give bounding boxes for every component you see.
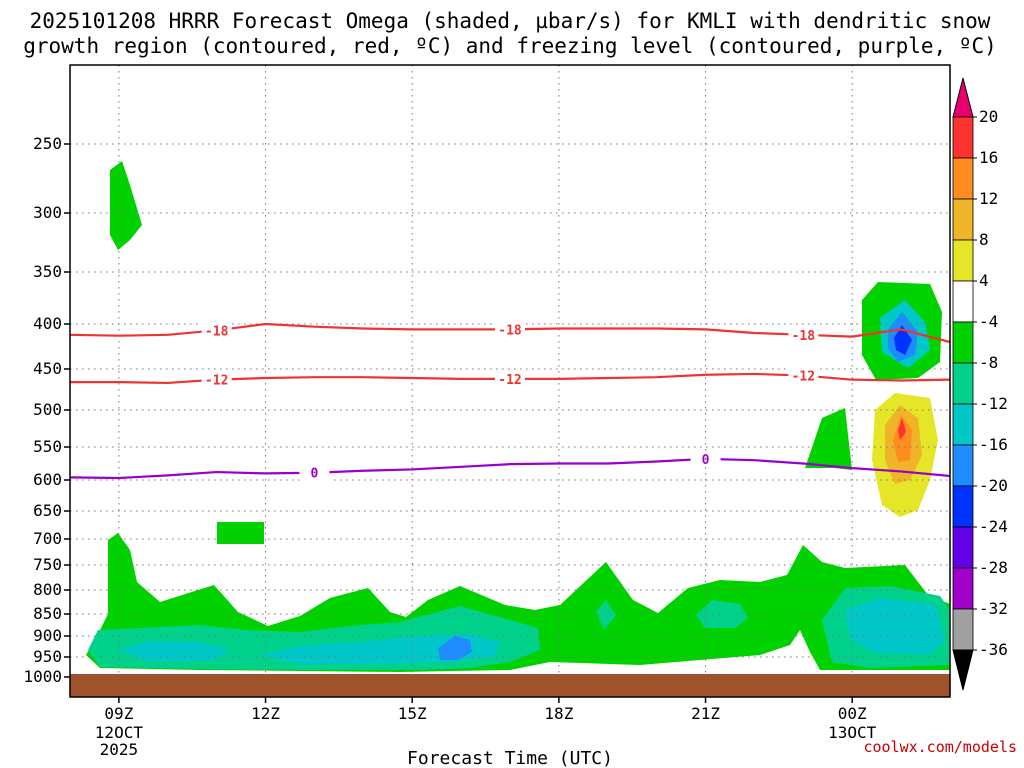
contour-label-bg--12 — [201, 371, 232, 388]
y-tick-label-800: 800 — [33, 580, 62, 599]
chart-title-line-2: growth region (contoured, red, ºC) and f… — [23, 34, 997, 58]
contour-label-bg-0 — [299, 464, 330, 481]
x-axis-label: Forecast Time (UTC) — [407, 748, 613, 768]
contour-label-bg--18 — [201, 322, 232, 339]
colorbar-label--20: -20 — [979, 476, 1008, 495]
colorbar-band-6 — [952, 362, 974, 405]
colorbar-label-16: 16 — [979, 148, 998, 167]
chart-title-line-1: 2025101208 HRRR Forecast Omega (shaded, … — [30, 9, 991, 33]
omega-shading — [86, 161, 950, 672]
y-tick-label-850: 850 — [33, 604, 62, 623]
x-tick-sublabel-2025: 2025 — [100, 740, 139, 759]
colorbar-label-4: 4 — [979, 271, 989, 290]
y-tick-label-600: 600 — [33, 470, 62, 489]
colorbar-label--4: -4 — [979, 312, 998, 331]
omega-low-level-mid-2 — [596, 600, 616, 630]
colorbar-band-5 — [952, 321, 974, 364]
colorbar: 20 16 12 8 4 -4 -8 -12 -16 -20 -24 -28 -32 -36 — [952, 77, 1008, 691]
y-tick-label-1000: 1000 — [23, 667, 62, 686]
x-tick-label-15Z: 15Z — [398, 704, 427, 723]
y-tick-label-350: 350 — [33, 262, 62, 281]
colorbar-band-12 — [952, 608, 974, 651]
colorbar-label--24: -24 — [979, 517, 1008, 536]
omega-rising-strong — [893, 415, 912, 462]
x-tick-sublabel-13OCT: 13OCT — [828, 723, 877, 742]
omega-region-upper — [110, 161, 142, 250]
colorbar-band-7 — [952, 403, 974, 446]
colorbar-band-9 — [952, 485, 974, 528]
contour-line-0 — [70, 457, 950, 480]
y-tick-label-700: 700 — [33, 529, 62, 548]
plot-frame — [69, 64, 951, 698]
x-tick-label-12Z: 12Z — [251, 704, 280, 723]
x-tick-sublabel-12OCT: 12OCT — [95, 723, 144, 742]
y-tick-label-550: 550 — [33, 437, 62, 456]
colorbar-label--16: -16 — [979, 435, 1008, 454]
y-tick-label-400: 400 — [33, 314, 62, 333]
omega-region-400-max — [894, 325, 912, 355]
colorbar-band-11 — [952, 567, 974, 610]
colorbar-band-8 — [952, 444, 974, 487]
y-tick-label-300: 300 — [33, 203, 62, 222]
contour-label-bg--18 — [788, 326, 819, 343]
colorbar-label--8: -8 — [979, 353, 998, 372]
x-tick-label-00Z: 00Z — [838, 704, 867, 723]
colorbar-band-0 — [952, 116, 974, 159]
y-tick-label-750: 750 — [33, 555, 62, 574]
omega-low-level-strong-3 — [845, 598, 945, 655]
colorbar-label-12: 12 — [979, 189, 998, 208]
contour-label--18: -18 — [792, 329, 816, 344]
contour-label-bg--12 — [495, 370, 525, 387]
colorbar-top-arrow — [952, 77, 974, 118]
y-tick-label-500: 500 — [33, 400, 62, 419]
y-tick-label-250: 250 — [33, 134, 62, 153]
colorbar-band-2 — [952, 198, 974, 241]
contour-label-bg--18 — [495, 321, 525, 338]
contour-label-0: 0 — [702, 453, 710, 468]
omega-low-level-mid-3 — [696, 600, 748, 628]
colorbar-label--12: -12 — [979, 394, 1008, 413]
colorbar-label--32: -32 — [979, 599, 1008, 618]
omega-region-mid — [805, 408, 852, 470]
contour-label-bg--12 — [788, 367, 819, 384]
x-tick-label-21Z: 21Z — [691, 704, 720, 723]
y-tick-label-650: 650 — [33, 501, 62, 520]
credit-link[interactable]: coolwx.com/models — [863, 738, 1017, 756]
omega-low-level-max — [438, 636, 472, 660]
colorbar-bottom-arrow — [952, 649, 974, 691]
x-tick-label-18Z: 18Z — [544, 704, 573, 723]
temperature-contours: -18 -18 -18 -12 -12 -12 0 0 — [70, 321, 950, 482]
contour-label--18: -18 — [205, 324, 229, 339]
contour-label--12: -12 — [205, 374, 228, 389]
colorbar-band-10 — [952, 526, 974, 569]
colorbar-band-3 — [952, 239, 974, 282]
contour-label--18: -18 — [498, 323, 522, 338]
y-axis-ticks: 250 300 350 400 450 500 550 600 650 700 750 800 850 9… — [23, 134, 70, 686]
ground-bar — [70, 674, 950, 697]
contour-label--12: -12 — [498, 373, 521, 388]
y-tick-label-900: 900 — [33, 626, 62, 645]
y-tick-label-950: 950 — [33, 647, 62, 666]
omega-rising-max — [898, 418, 906, 440]
contour-label-0: 0 — [311, 467, 319, 482]
omega-region-small — [217, 522, 264, 544]
colorbar-band-1 — [952, 157, 974, 200]
x-tick-label-09Z: 09Z — [104, 704, 133, 723]
colorbar-label-8: 8 — [979, 230, 989, 249]
colorbar-label--28: -28 — [979, 558, 1008, 577]
contour-label--12: -12 — [792, 370, 815, 385]
colorbar-label--36: -36 — [979, 640, 1008, 659]
colorbar-band-4 — [952, 280, 974, 323]
y-tick-label-450: 450 — [33, 359, 62, 378]
colorbar-label-20: 20 — [979, 107, 998, 126]
contour-label-bg-0 — [690, 450, 721, 467]
